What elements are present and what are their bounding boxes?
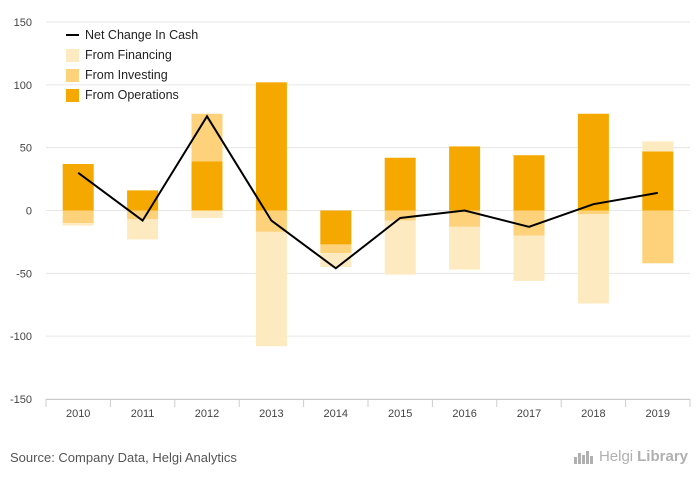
y-tick-label: 0	[26, 206, 32, 218]
x-tick-label: 2012	[195, 408, 219, 420]
y-tick-label: -150	[10, 394, 32, 406]
bar-financing	[127, 219, 159, 240]
bar-investing	[449, 210, 481, 227]
bar-investing	[62, 210, 94, 224]
x-tick-label: 2018	[581, 408, 605, 420]
bar-financing	[642, 141, 674, 152]
helgi-library-logo: Helgi Library	[573, 448, 688, 465]
source-note: Source: Company Data, Helgi Analytics	[10, 450, 237, 465]
city-skyline-icon	[573, 450, 593, 464]
legend-label: Net Change In Cash	[85, 28, 198, 42]
brand-name-strong: Library	[637, 448, 688, 465]
legend-label: From Financing	[85, 48, 172, 62]
y-tick-label: -50	[16, 268, 32, 280]
bar-operations	[191, 161, 223, 211]
bar-financing	[577, 214, 609, 304]
x-tick-label: 2015	[388, 408, 412, 420]
y-tick-label: 100	[14, 80, 32, 92]
bar-financing	[62, 223, 94, 226]
bar-investing	[320, 244, 352, 254]
x-tick-label: 2019	[646, 408, 670, 420]
bar-operations	[513, 155, 545, 211]
bar-operations	[255, 82, 287, 211]
chart: -150 -100 -50 0 50 100 150 2010 2011 2012 2013 2014…	[10, 17, 691, 420]
bar-operations	[384, 157, 416, 211]
bar-financing	[513, 235, 545, 281]
x-tick-label: 2016	[452, 408, 476, 420]
bar-investing	[577, 210, 609, 215]
legend-label: From Operations	[85, 88, 179, 102]
legend-label: From Investing	[85, 68, 168, 82]
legend-swatch	[66, 49, 79, 62]
legend-swatch	[66, 89, 79, 102]
x-tick-label: 2011	[131, 408, 155, 420]
bar-investing	[127, 210, 159, 220]
bar-investing	[642, 210, 674, 264]
bar-operations	[577, 113, 609, 211]
bar-financing	[384, 220, 416, 275]
x-tick-label: 2013	[259, 408, 283, 420]
bar-operations	[320, 210, 352, 245]
legend-swatch	[66, 69, 79, 82]
y-tick-label: 50	[20, 143, 32, 155]
bar-operations	[642, 151, 674, 211]
x-tick-label: 2010	[66, 408, 90, 420]
bar-operations	[127, 190, 159, 211]
bar-investing	[384, 210, 416, 221]
bar-operations	[449, 146, 481, 211]
bar-financing	[255, 231, 287, 347]
bar-investing	[191, 113, 223, 162]
x-tick-label: 2017	[517, 408, 541, 420]
y-tick-label: 150	[14, 17, 32, 29]
bar-operations	[62, 164, 94, 211]
bar-financing	[191, 210, 223, 219]
y-tick-label: -100	[10, 331, 32, 343]
x-tick-label: 2014	[324, 408, 348, 420]
bar-financing	[449, 226, 481, 270]
line-net-change-in-cash	[77, 114, 658, 270]
brand-name-light: Helgi	[598, 448, 634, 465]
